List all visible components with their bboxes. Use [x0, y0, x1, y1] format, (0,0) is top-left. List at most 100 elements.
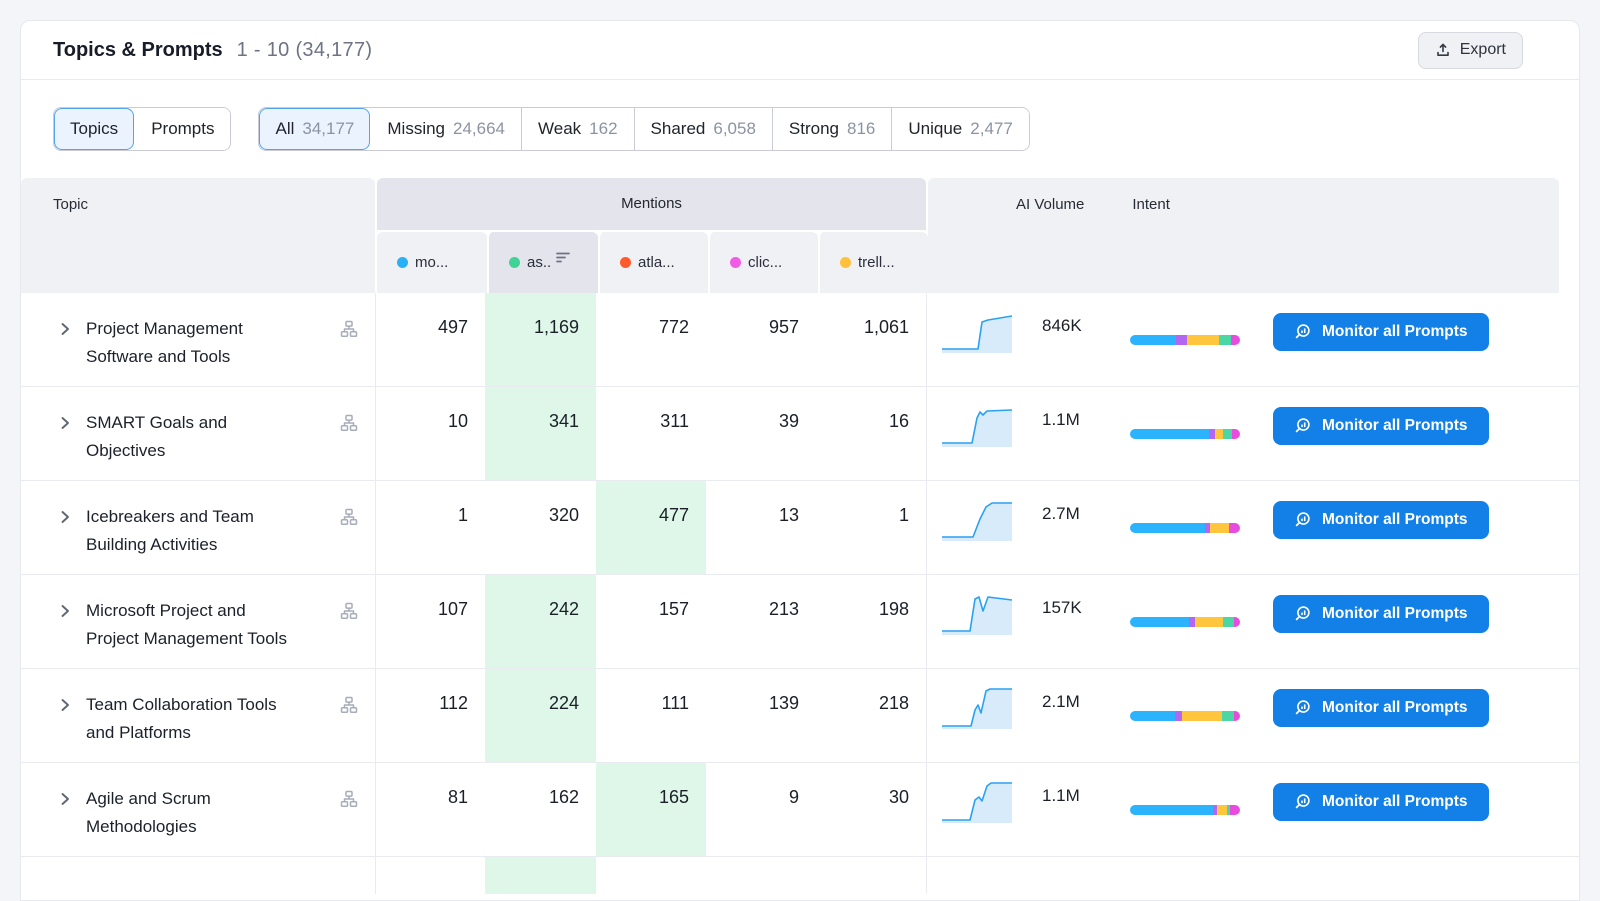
tab-prompts[interactable]: Prompts — [134, 108, 231, 150]
intent-segment — [1234, 616, 1240, 627]
intent-segment — [1212, 804, 1217, 815]
topic-cell[interactable]: Agile and Scrum Methodologies — [21, 763, 375, 856]
monitor-magnifier-icon — [1294, 605, 1312, 623]
topic-name: Team Collaboration Tools and Platforms — [86, 695, 277, 742]
ai-volume-sparkline — [942, 589, 1013, 637]
table-row: Microsoft Project and Project Management… — [21, 574, 1579, 668]
intent-segment — [1204, 522, 1211, 533]
intent-segment — [1187, 334, 1220, 345]
intent-segment — [1228, 522, 1240, 533]
intent-bar — [1130, 522, 1240, 533]
topic-sitemap-icon[interactable] — [339, 507, 359, 532]
column-header-monday[interactable]: mo... — [377, 232, 487, 293]
mention-cell: 139 — [768, 693, 799, 713]
mention-cell: 772 — [658, 317, 689, 337]
topic-cell[interactable]: Project Management Software and Tools — [21, 293, 375, 386]
ai-volume-sparkline — [942, 777, 1012, 825]
intent-segment — [1209, 428, 1215, 439]
column-header-trello[interactable]: trell... — [818, 232, 928, 293]
expand-chevron-icon[interactable] — [57, 320, 73, 343]
mention-cell: 1,061 — [863, 317, 909, 337]
ai-volume-value: 1.1M — [1042, 786, 1080, 805]
mention-cell — [375, 857, 485, 894]
topic-cell[interactable]: SMART Goals and Objectives — [21, 387, 375, 480]
topic-sitemap-icon[interactable] — [339, 695, 359, 720]
monitor-all-prompts-button[interactable]: Monitor all Prompts — [1273, 783, 1489, 821]
topic-sitemap-icon[interactable] — [339, 319, 359, 344]
topic-sitemap-icon[interactable] — [339, 789, 359, 814]
brand-color-dot — [397, 257, 408, 268]
column-header-atlassian[interactable]: atla... — [598, 232, 708, 293]
column-header-intent[interactable]: Intent — [1132, 196, 1170, 213]
monitor-magnifier-icon — [1294, 323, 1312, 341]
intent-segment — [1223, 428, 1233, 439]
mention-cell: 162 — [548, 787, 579, 807]
expand-chevron-icon[interactable] — [57, 602, 73, 625]
monitor-all-prompts-button[interactable]: Monitor all Prompts — [1273, 595, 1489, 633]
column-header-ai-volume[interactable]: AI Volume — [1016, 196, 1085, 213]
monitor-all-prompts-button[interactable]: Monitor all Prompts — [1273, 501, 1489, 539]
column-header-topic[interactable]: Topic — [21, 178, 375, 293]
monitor-magnifier-icon — [1294, 699, 1312, 717]
intent-segment — [1231, 334, 1240, 345]
filter-missing[interactable]: Missing 24,664 — [370, 108, 522, 150]
mention-cell — [816, 857, 926, 894]
tab-topics[interactable]: Topics — [54, 108, 135, 150]
row-details-cell: 2.7M Monitor all Prompts — [926, 481, 1579, 574]
ai-volume-sparkline — [942, 683, 1012, 731]
expand-chevron-icon[interactable] — [57, 696, 73, 719]
intent-segment — [1130, 522, 1205, 533]
table-row: Agile and Scrum Methodologies 81 162 165 9 30… — [21, 762, 1579, 856]
intent-segment — [1181, 710, 1223, 721]
column-header-clickup[interactable]: clic... — [708, 232, 818, 293]
topic-cell[interactable]: Team Collaboration Tools and Platforms — [21, 669, 375, 762]
monitor-all-prompts-button[interactable]: Monitor all Prompts — [1273, 313, 1489, 351]
topic-sitemap-icon[interactable] — [339, 413, 359, 438]
row-details-cell: 2.1M Monitor all Prompts — [926, 669, 1579, 762]
intent-bar — [1130, 334, 1240, 345]
ai-volume-value: 2.7M — [1042, 504, 1080, 523]
row-details-cell: 1.1M Monitor all Prompts — [926, 763, 1579, 856]
mention-cell: 10 — [375, 387, 485, 480]
expand-chevron-icon[interactable] — [57, 414, 73, 437]
mention-cell: 218 — [878, 693, 909, 713]
filter-all[interactable]: All 34,177 — [259, 108, 371, 150]
intent-segment — [1223, 616, 1235, 627]
filter-unique[interactable]: Unique 2,477 — [891, 108, 1029, 150]
intent-segment — [1210, 522, 1229, 533]
brand-color-dot — [840, 257, 851, 268]
table-row: Icebreakers and Team Building Activities… — [21, 480, 1579, 574]
mention-cell: 311 — [660, 411, 689, 431]
mention-cell: 13 — [778, 505, 799, 525]
topic-cell[interactable]: Microsoft Project and Project Management… — [21, 575, 375, 668]
table-row: Project Management Software and Tools 497… — [21, 293, 1579, 386]
expand-chevron-icon[interactable] — [57, 508, 73, 531]
intent-segment — [1189, 616, 1195, 627]
monitor-all-prompts-button[interactable]: Monitor all Prompts — [1273, 407, 1489, 445]
export-button[interactable]: Export — [1417, 31, 1523, 69]
mention-cell: 16 — [888, 411, 909, 431]
topic-name: Microsoft Project and Project Management… — [86, 601, 287, 648]
expand-chevron-icon[interactable] — [57, 790, 73, 813]
filter-shared[interactable]: Shared 6,058 — [633, 108, 772, 150]
intent-segment — [1234, 710, 1240, 721]
filter-weak[interactable]: Weak 162 — [521, 108, 634, 150]
mention-cell: 224 — [485, 669, 596, 762]
monitor-all-prompts-button[interactable]: Monitor all Prompts — [1273, 689, 1489, 727]
topic-cell[interactable]: Icebreakers and Team Building Activities — [21, 481, 375, 574]
intent-segment — [1130, 334, 1177, 345]
mention-cell: 112 — [375, 669, 485, 762]
brand-color-dot — [620, 257, 631, 268]
mention-cell: 1,169 — [485, 293, 596, 386]
intent-bar — [1130, 804, 1240, 815]
topic-sitemap-icon[interactable] — [339, 601, 359, 626]
filter-strong[interactable]: Strong 816 — [771, 108, 892, 150]
intent-segment — [1176, 334, 1188, 345]
intent-segment — [1130, 804, 1213, 815]
intent-segment — [1130, 428, 1210, 439]
mention-cell: 213 — [768, 599, 799, 619]
ai-volume-value: 157K — [1042, 598, 1082, 617]
monitor-magnifier-icon — [1294, 793, 1312, 811]
table-row-partial — [21, 856, 1579, 894]
column-header-asana[interactable]: as.. — [487, 232, 598, 293]
